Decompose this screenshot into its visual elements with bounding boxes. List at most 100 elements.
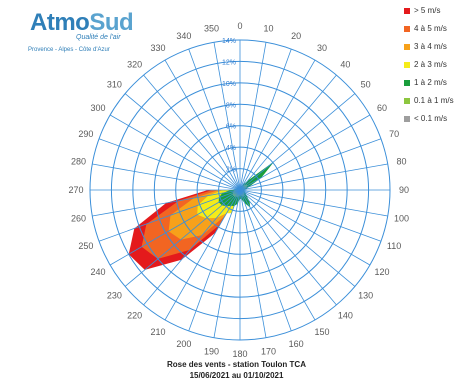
legend-item: 3 à 4 m/s	[404, 42, 472, 54]
spoke-gridline	[239, 189, 371, 266]
legend-label: 1 à 2 m/s	[414, 78, 447, 87]
direction-tick-label: 330	[150, 43, 165, 53]
ring-value-label: 6%	[226, 124, 236, 131]
direction-tick-label: 100	[394, 214, 409, 224]
legend-swatch	[404, 8, 410, 14]
direction-tick-label: 140	[338, 311, 353, 321]
direction-tick-label: 250	[78, 241, 93, 251]
logo-brand-atmo: Atmo	[30, 9, 90, 36]
spoke-gridline	[188, 48, 241, 191]
spoke-gridline	[92, 163, 241, 191]
direction-tick-label: 80	[396, 157, 406, 167]
legend-item: 2 à 3 m/s	[404, 60, 472, 72]
direction-tick-label: 300	[90, 103, 105, 113]
spoke-gridline	[239, 93, 356, 191]
direction-tick-label: 340	[176, 31, 191, 41]
direction-tick-label: 120	[374, 267, 389, 277]
spoke-gridline	[109, 114, 241, 191]
spoke-gridline	[164, 189, 241, 321]
spoke-gridline	[239, 189, 316, 321]
direction-tick-label: 60	[377, 103, 387, 113]
direction-tick-label: 170	[261, 347, 276, 357]
direction-tick-label: 40	[340, 59, 350, 69]
spoke-gridline	[213, 189, 241, 338]
legend-label: > 5 m/s	[414, 6, 441, 15]
spoke-gridline	[239, 189, 356, 287]
legend-item: > 5 m/s	[404, 6, 472, 18]
direction-tick-label: 70	[389, 129, 399, 139]
direction-tick-label: 210	[150, 327, 165, 337]
spoke-gridline	[98, 138, 241, 191]
spoke-gridline	[124, 189, 241, 287]
atmosud-logo: AtmoSud Qualité de l'air Provence - Alpe…	[28, 6, 134, 54]
direction-tick-label: 320	[127, 59, 142, 69]
spoke-gridline	[239, 59, 316, 191]
direction-tick-label: 130	[358, 290, 373, 300]
ring-value-label: 10%	[222, 81, 236, 88]
legend-swatch	[404, 62, 410, 68]
chart-subtitle: 15/06/2021 au 01/10/2021	[189, 371, 284, 380]
direction-tick-label: 180	[232, 349, 247, 359]
spoke-gridline	[124, 93, 241, 191]
logo-tagline: Qualité de l'air	[76, 34, 121, 41]
ring-value-label: 14%	[222, 38, 236, 45]
legend-item: < 0.1 m/s	[404, 114, 472, 126]
spoke-gridline	[239, 114, 371, 191]
legend-swatch	[404, 44, 410, 50]
ring-value-label: 2%	[226, 167, 236, 174]
direction-tick-label: 260	[71, 214, 86, 224]
direction-tick-label: 230	[107, 290, 122, 300]
spoke-gridline	[239, 189, 292, 332]
direction-tick-label: 200	[176, 339, 191, 349]
logo-wordmark: AtmoSud	[30, 9, 134, 36]
legend-label: 2 à 3 m/s	[414, 60, 447, 69]
spoke-gridline	[188, 189, 241, 332]
spoke-gridline	[213, 42, 241, 191]
direction-tick-label: 160	[289, 339, 304, 349]
legend-item: 0.1 à 1 m/s	[404, 96, 472, 108]
spoke-gridline	[239, 74, 337, 191]
legend-swatch	[404, 80, 410, 86]
spoke-gridline	[109, 189, 241, 266]
legend-swatch	[404, 26, 410, 32]
legend-label: 3 à 4 m/s	[414, 42, 447, 51]
chart-title: Rose des vents - station Toulon TCA	[167, 360, 306, 369]
spoke-gridline	[239, 138, 382, 191]
direction-tick-label: 280	[71, 157, 86, 167]
logo-region: Provence - Alpes - Côte d'Azur	[28, 47, 110, 53]
legend-item: 1 à 2 m/s	[404, 78, 472, 90]
direction-tick-label: 90	[399, 185, 409, 195]
direction-tick-label: 290	[78, 129, 93, 139]
legend-item: 4 à 5 m/s	[404, 24, 472, 36]
spoke-gridline	[143, 189, 241, 306]
direction-tick-label: 30	[317, 43, 327, 53]
direction-tick-label: 110	[387, 241, 401, 251]
direction-tick-label: 20	[291, 31, 301, 41]
spoke-gridline	[239, 189, 267, 338]
legend-swatch	[404, 116, 410, 122]
direction-tick-label: 270	[68, 185, 83, 195]
ring-value-label: 12%	[222, 59, 236, 66]
ring-value-label: 8%	[226, 102, 236, 109]
direction-tick-label: 10	[263, 24, 273, 34]
direction-tick-label: 350	[204, 24, 219, 34]
spoke-gridline	[92, 189, 241, 217]
spoke-gridline	[239, 42, 267, 191]
spoke-gridline	[164, 59, 241, 191]
legend-label: 4 à 5 m/s	[414, 24, 447, 33]
legend-swatch	[404, 98, 410, 104]
direction-tick-label: 0	[237, 21, 242, 31]
spoke-gridline	[239, 189, 382, 242]
spoke-gridline	[239, 163, 388, 191]
spoke-gridline	[239, 189, 337, 306]
direction-tick-label: 190	[204, 347, 219, 357]
legend-label: 0.1 à 1 m/s	[414, 96, 454, 105]
spoke-gridline	[143, 74, 241, 191]
direction-tick-label: 150	[314, 327, 329, 337]
direction-tick-label: 310	[107, 80, 122, 90]
legend-label: < 0.1 m/s	[414, 114, 448, 123]
spoke-gridline	[239, 189, 388, 217]
spoke-gridline	[98, 189, 241, 242]
